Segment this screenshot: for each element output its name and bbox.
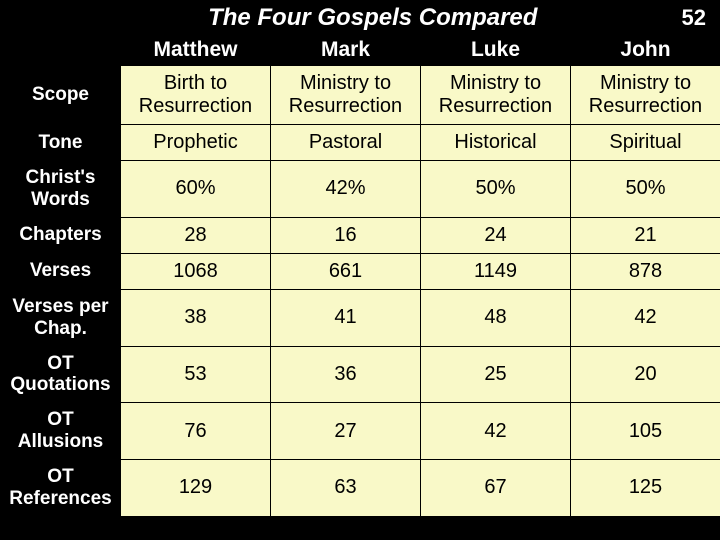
row-label: Verses per Chap. xyxy=(1,289,121,346)
data-cell: 60% xyxy=(121,161,271,218)
data-cell: 53 xyxy=(121,346,271,403)
data-cell: Ministry to Resurrection xyxy=(421,66,571,125)
data-cell: 1068 xyxy=(121,253,271,289)
data-cell: 36 xyxy=(271,346,421,403)
data-cell: 27 xyxy=(271,403,421,460)
data-cell: 63 xyxy=(271,459,421,516)
page-number: 52 xyxy=(682,5,706,31)
row-label: Scope xyxy=(1,66,121,125)
data-cell: 125 xyxy=(571,459,720,516)
row-label: Tone xyxy=(1,125,121,161)
data-cell: Historical xyxy=(421,125,571,161)
data-cell: 28 xyxy=(121,217,271,253)
data-cell: Prophetic xyxy=(121,125,271,161)
row-label: Christ's Words xyxy=(1,161,121,218)
data-cell: 21 xyxy=(571,217,720,253)
page-title: The Four Gospels Compared xyxy=(64,4,682,32)
header-col-mark: Mark xyxy=(271,35,421,66)
table-row: TonePropheticPastoralHistoricalSpiritual xyxy=(1,125,720,161)
row-label: Verses xyxy=(1,253,121,289)
table-row: OT Quotations53362520 xyxy=(1,346,720,403)
data-cell: 42 xyxy=(571,289,720,346)
data-cell: Birth to Resurrection xyxy=(121,66,271,125)
data-cell: 48 xyxy=(421,289,571,346)
header-col-luke: Luke xyxy=(421,35,571,66)
row-label: OT Allusions xyxy=(1,403,121,460)
table-row: ScopeBirth to ResurrectionMinistry to Re… xyxy=(1,66,720,125)
row-label: Chapters xyxy=(1,217,121,253)
table-row: Christ's Words60%42%50%50% xyxy=(1,161,720,218)
data-cell: 661 xyxy=(271,253,421,289)
data-cell: 50% xyxy=(571,161,720,218)
data-cell: 41 xyxy=(271,289,421,346)
table-row: OT Allusions762742105 xyxy=(1,403,720,460)
data-cell: 878 xyxy=(571,253,720,289)
comparison-table: Matthew Mark Luke John ScopeBirth to Res… xyxy=(0,34,720,517)
row-label: OT References xyxy=(1,459,121,516)
data-cell: 105 xyxy=(571,403,720,460)
data-cell: 42 xyxy=(421,403,571,460)
data-cell: Ministry to Resurrection xyxy=(271,66,421,125)
table-row: OT References1296367125 xyxy=(1,459,720,516)
table-row: Verses per Chap.38414842 xyxy=(1,289,720,346)
header-blank xyxy=(1,35,121,66)
data-cell: 20 xyxy=(571,346,720,403)
table-header-row: Matthew Mark Luke John xyxy=(1,35,720,66)
data-cell: 24 xyxy=(421,217,571,253)
table-row: Verses10686611149878 xyxy=(1,253,720,289)
data-cell: 67 xyxy=(421,459,571,516)
data-cell: 76 xyxy=(121,403,271,460)
row-label: OT Quotations xyxy=(1,346,121,403)
data-cell: Ministry to Resurrection xyxy=(571,66,720,125)
data-cell: 16 xyxy=(271,217,421,253)
data-cell: Pastoral xyxy=(271,125,421,161)
header-col-matthew: Matthew xyxy=(121,35,271,66)
data-cell: 1149 xyxy=(421,253,571,289)
header-col-john: John xyxy=(571,35,720,66)
table-row: Chapters28162421 xyxy=(1,217,720,253)
data-cell: 25 xyxy=(421,346,571,403)
data-cell: 38 xyxy=(121,289,271,346)
data-cell: 42% xyxy=(271,161,421,218)
data-cell: 50% xyxy=(421,161,571,218)
data-cell: Spiritual xyxy=(571,125,720,161)
data-cell: 129 xyxy=(121,459,271,516)
